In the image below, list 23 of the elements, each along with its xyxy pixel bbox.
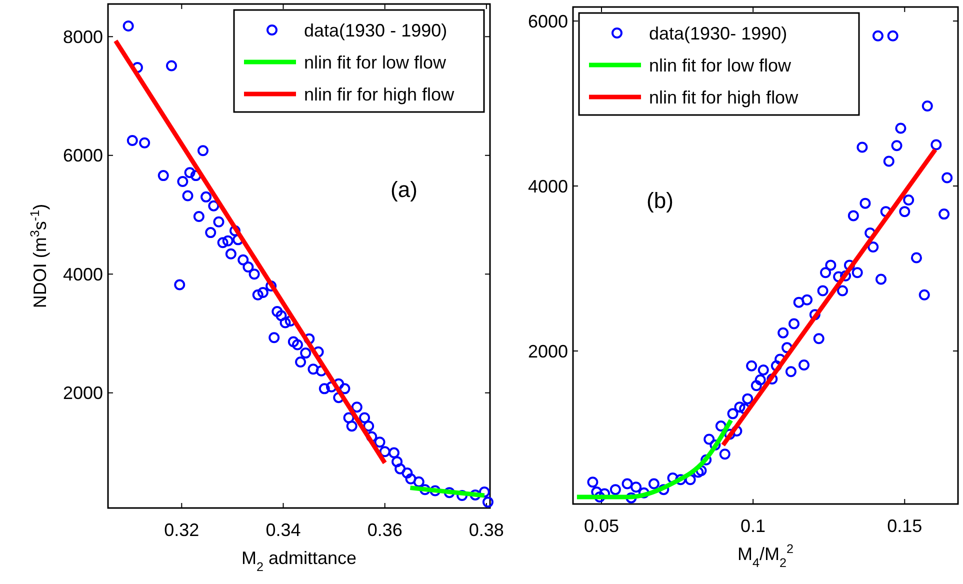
y-tick-label: 2000	[528, 341, 568, 362]
y-tick-label: 2000	[62, 383, 103, 404]
x-tick-label: 0.36	[367, 520, 402, 540]
legend-label: data(1930- 1990)	[649, 23, 788, 44]
legend-label: nlin fit for low flow	[649, 55, 792, 76]
legend-label: nlin fit for low flow	[304, 52, 448, 72]
annotation: (a)	[390, 177, 418, 202]
x-tick-label: 0.1	[740, 516, 766, 536]
x-tick-label: 0.38	[468, 520, 504, 540]
x-tick-label: 0.32	[164, 520, 200, 540]
x-tick-label: 0.05	[584, 516, 620, 536]
legend-label: data(1930 - 1990)	[304, 20, 448, 40]
annotation: (b)	[646, 188, 674, 213]
x-axis-title: M$_{2}$ admittance	[241, 548, 357, 574]
y-tick-label: 6000	[62, 146, 103, 166]
x-tick-label: 0.34	[266, 520, 301, 540]
x-tick-label: 0.15	[887, 516, 922, 536]
y-tick-label: 8000	[62, 26, 103, 47]
legend-label: nlin fir for high flow	[304, 84, 456, 104]
y-tick-label: 4000	[528, 176, 568, 196]
y-tick-label: 6000	[528, 11, 568, 32]
legend-label: nlin fit for high flow	[649, 87, 800, 108]
y-tick-label: 4000	[62, 264, 103, 284]
